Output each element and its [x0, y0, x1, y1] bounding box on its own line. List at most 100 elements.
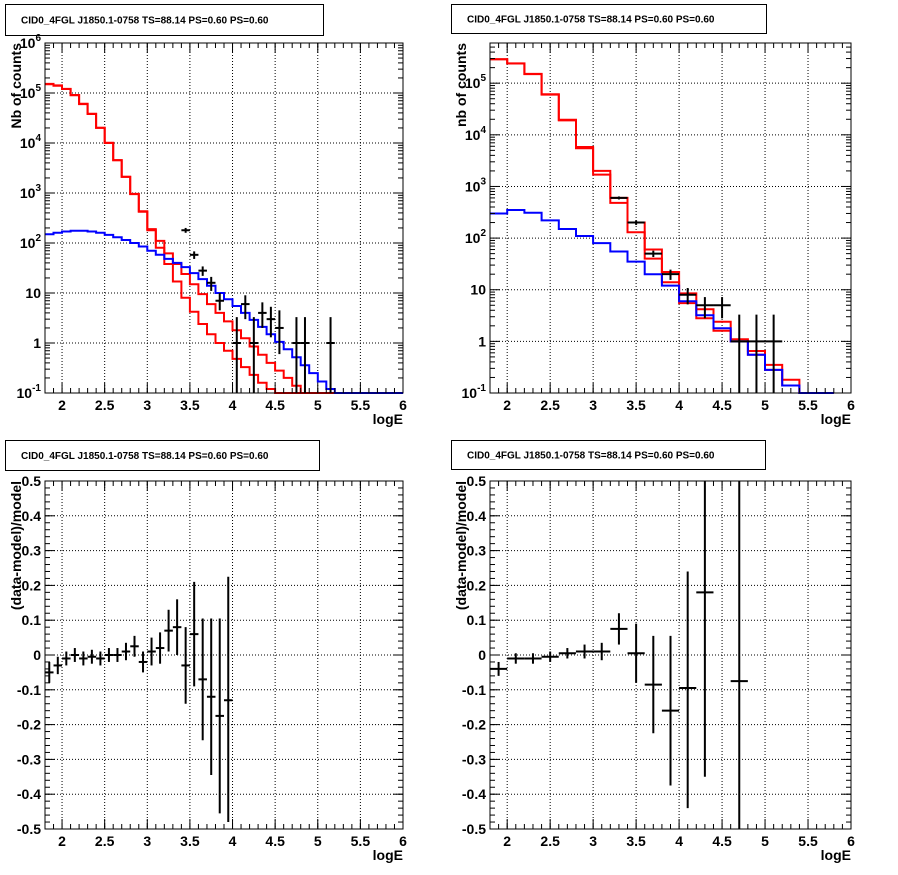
data-point [189, 251, 199, 259]
y-tick-label: 10-1 [17, 383, 42, 401]
x-tick-label: 3 [143, 833, 151, 849]
x-tick-label: 2 [58, 397, 66, 413]
data-points [490, 481, 748, 829]
y-tick-label: 0.5 [22, 473, 42, 489]
chart-panel-2: CID0_4FGL J1850.1-0758 TS=88.14 PS=0.60 … [451, 4, 855, 427]
data-point [113, 648, 122, 662]
y-tick-label: 104 [20, 133, 42, 151]
data-point [206, 276, 216, 291]
data-point [79, 651, 88, 666]
x-tick-label: 6 [399, 397, 407, 413]
data-point [713, 297, 731, 319]
chart-panel-3: CID0_4FGL J1850.1-0758 TS=88.14 PS=0.60 … [5, 440, 407, 863]
data-point [198, 618, 207, 741]
y-tick-label: 1 [478, 333, 486, 349]
y-tick-label: -0.5 [462, 821, 486, 837]
x-tick-label: 3 [589, 397, 597, 413]
data-point [224, 576, 233, 823]
y-tick-label: -0.1 [17, 682, 41, 698]
total-model-histogram [490, 58, 834, 394]
data-point [644, 635, 662, 734]
x-axis-label: logE [821, 411, 851, 427]
data-point [104, 648, 114, 662]
x-tick-label: 6 [847, 397, 855, 413]
y-tick-label: 102 [465, 228, 487, 246]
x-tick-label: 5 [761, 397, 769, 413]
data-point [241, 295, 250, 320]
plot-frame [44, 42, 404, 394]
data-point [696, 297, 714, 319]
x-tick-label: 4 [675, 397, 683, 413]
x-tick-label: 2 [58, 833, 66, 849]
data-point [70, 648, 80, 662]
y-tick-label: 104 [465, 125, 487, 143]
data-point [121, 642, 131, 661]
y-tick-label: 0.1 [467, 612, 487, 628]
y-tick-label: -0.4 [462, 786, 486, 802]
data-point [181, 627, 190, 704]
data-point [696, 481, 714, 777]
grid [45, 481, 403, 829]
data-point [206, 618, 216, 776]
y-tick-label: -0.3 [462, 751, 486, 767]
data-point [730, 314, 748, 393]
x-tick-label: 6 [847, 833, 855, 849]
data-point [627, 220, 645, 225]
data-point [258, 302, 267, 328]
data-point [593, 642, 611, 661]
data-point [215, 618, 224, 814]
x-tick-label: 3.5 [626, 397, 646, 413]
data-point [130, 635, 139, 657]
grid [490, 43, 851, 393]
x-tick-label: 3.5 [626, 833, 646, 849]
data-points [45, 576, 233, 823]
y-tick-label: 0.1 [22, 612, 42, 628]
x-tick-label: 2.5 [540, 833, 560, 849]
y-tick-label: 10 [470, 282, 486, 298]
x-tick-label: 5 [314, 833, 322, 849]
data-point [53, 656, 63, 675]
x-tick-label: 3.5 [180, 833, 200, 849]
x-tick-label: 3.5 [180, 397, 200, 413]
data-point [275, 310, 284, 355]
y-tick-label: 0.3 [467, 543, 487, 559]
x-tick-label: 3 [589, 833, 597, 849]
data-point [610, 613, 628, 645]
chart-title: CID0_4FGL J1850.1-0758 TS=88.14 PS=0.60 … [467, 451, 715, 462]
y-tick-label: 0.4 [22, 508, 42, 524]
data-point [138, 651, 148, 673]
x-tick-label: 5 [314, 397, 322, 413]
data-point [661, 635, 680, 786]
data-point [181, 227, 190, 233]
y-tick-label: 103 [20, 183, 42, 201]
y-tick-label: 106 [20, 33, 42, 51]
x-axis-label: logE [821, 847, 851, 863]
data-point [558, 648, 576, 659]
data-point [747, 314, 766, 393]
x-tick-label: 4.5 [265, 397, 285, 413]
x-tick-label: 2 [503, 833, 511, 849]
y-tick-label: 105 [465, 73, 487, 91]
title-box [5, 440, 320, 471]
data-point [87, 649, 97, 664]
x-tick-label: 2.5 [540, 397, 560, 413]
data-point [45, 661, 54, 683]
x-tick-label: 2 [503, 397, 511, 413]
data-point [62, 651, 71, 666]
x-tick-label: 2.5 [95, 833, 115, 849]
data-points [181, 227, 335, 393]
data-point [198, 266, 207, 276]
total-model-histogram [490, 58, 834, 394]
y-tick-label: 103 [465, 176, 487, 194]
y-tick-label: 0.3 [22, 543, 42, 559]
data-point [292, 317, 301, 393]
title-box [451, 440, 766, 470]
data-point [249, 317, 259, 393]
y-tick-label: 0 [478, 647, 486, 663]
data-point [326, 317, 335, 393]
y-tick-label: 105 [20, 83, 42, 101]
x-axis-label: logE [373, 411, 403, 427]
data-point [661, 269, 680, 280]
component-model-histogram [490, 209, 834, 394]
